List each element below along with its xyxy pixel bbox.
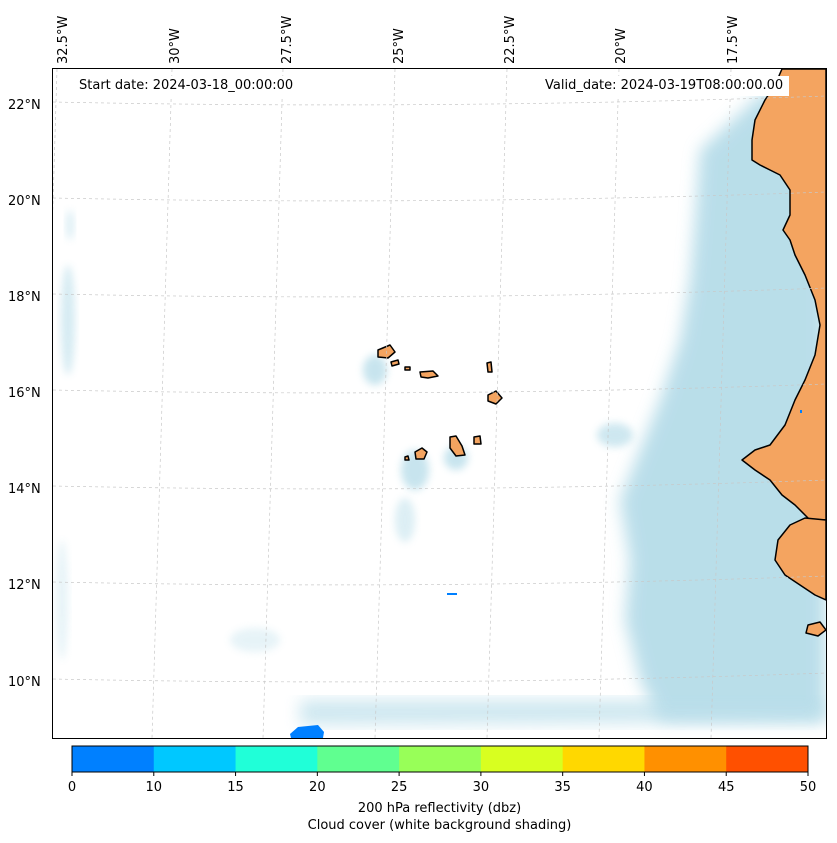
cloud-patch: [395, 498, 415, 542]
start-date-label: Start date: 2024-03-18_00:00:00: [73, 76, 300, 96]
longitude-label: 20°W: [614, 28, 629, 64]
cloud-patch: [597, 423, 633, 447]
cloud-patch: [56, 540, 68, 660]
parallel-line: [53, 191, 826, 202]
longitude-label: 32.5°W: [56, 15, 71, 64]
colorbar-title: 200 hPa reflectivity (dbz): [357, 801, 522, 816]
colorbar-tick-label: 50: [799, 780, 817, 795]
latitude-label: 20°N: [8, 194, 41, 209]
parallel-line: [53, 575, 826, 586]
african-coast-south: [774, 517, 826, 601]
cloud-patch: [61, 265, 75, 375]
colorbar-tick-label: 0: [67, 780, 77, 795]
island-bijagos: [805, 621, 826, 637]
longitude-label: 30°W: [168, 28, 183, 64]
graticule: [53, 69, 826, 738]
land-layer: [377, 69, 826, 637]
map-frame: [52, 68, 827, 739]
colorbar-tick-label: 10: [145, 780, 163, 795]
colorbar-tick-label: 30: [472, 780, 490, 795]
parallel-line: [53, 383, 826, 394]
colorbar-tick-label: 35: [554, 780, 571, 795]
valid-date-label: Valid_date: 2024-03-19T08:00:00.00: [539, 76, 790, 96]
cloud-patch: [363, 355, 387, 385]
latitude-label: 22°N: [8, 98, 41, 113]
island-boa-vista: [487, 390, 503, 405]
island-brava: [404, 455, 410, 461]
parallel-line: [53, 287, 826, 298]
cloud-band-south: [300, 700, 826, 725]
colorbar-tick-label: 25: [390, 780, 408, 795]
longitude-label: 22.5°W: [503, 15, 518, 64]
colorbar-tick-label: 20: [309, 780, 326, 795]
cloud-patch: [66, 210, 74, 240]
longitude-label: 17.5°W: [726, 15, 741, 64]
colorbar-tick-label: 40: [636, 780, 653, 795]
island-fogo: [414, 447, 428, 460]
longitude-label: 25°W: [392, 28, 407, 64]
reflectivity-cell: [290, 725, 324, 738]
parallel-line: [53, 479, 826, 490]
island-sao-nicolau: [419, 370, 439, 379]
cloud-patch: [230, 628, 280, 652]
island-maio: [473, 435, 482, 445]
island-sao-vicente: [390, 359, 400, 367]
latitude-label: 14°N: [8, 482, 41, 497]
island-santiago: [449, 435, 466, 457]
colorbar-tick-label: 15: [227, 780, 244, 795]
colorbar-tick-label: 45: [717, 780, 735, 795]
african-coast: [741, 69, 826, 521]
longitude-label: 27.5°W: [280, 15, 295, 64]
colorbar-subtitle: Cloud cover (white background shading): [307, 818, 572, 833]
parallel-line: [53, 95, 826, 106]
latitude-label: 18°N: [8, 290, 41, 305]
reflectivity-cell: [800, 410, 802, 413]
island-sal: [486, 361, 493, 373]
reflectivity-layer: [290, 410, 802, 738]
latitude-label: 10°N: [8, 675, 41, 690]
island-santa-luzia: [404, 366, 411, 371]
latitude-label: 12°N: [8, 578, 41, 593]
reflectivity-cell: [447, 593, 457, 595]
parallel-line: [53, 672, 826, 683]
latitude-label: 16°N: [8, 386, 41, 401]
